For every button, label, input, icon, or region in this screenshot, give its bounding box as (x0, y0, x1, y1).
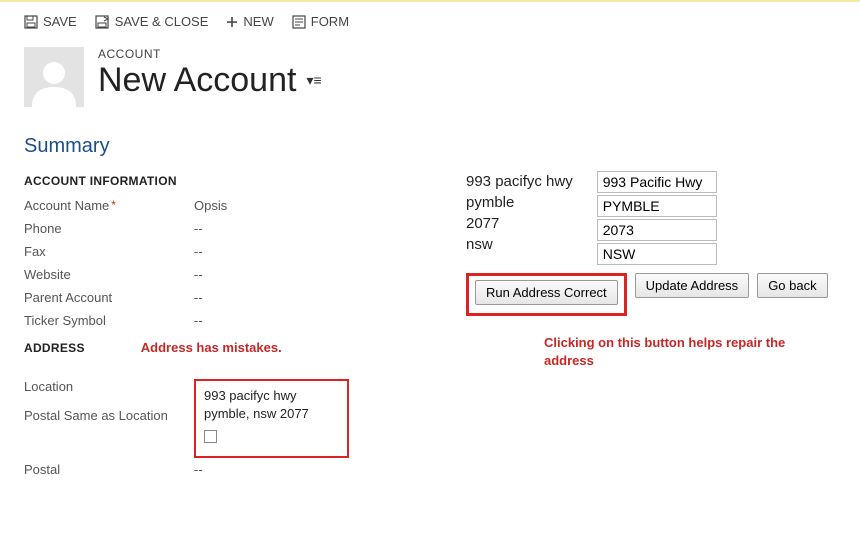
corrected-address-inputs (597, 171, 717, 265)
location-value-box[interactable]: 993 pacifyc hwy pymble, nsw 2077 (194, 379, 349, 458)
summary-heading: Summary (24, 135, 436, 158)
form-label: FORM (311, 14, 349, 29)
parent-account-value[interactable]: -- (194, 290, 203, 305)
save-button[interactable]: SAVE (24, 14, 77, 29)
website-row: Website -- (24, 267, 436, 282)
account-name-label: Account Name (24, 198, 194, 213)
plus-icon (226, 16, 238, 28)
website-value[interactable]: -- (194, 267, 203, 282)
go-back-button[interactable]: Go back (757, 273, 827, 298)
run-address-correct-button[interactable]: Run Address Correct (475, 280, 618, 305)
avatar (24, 47, 84, 107)
fax-value[interactable]: -- (194, 244, 203, 259)
postal-value[interactable]: -- (194, 462, 203, 477)
street-input[interactable] (597, 171, 717, 193)
save-close-label: SAVE & CLOSE (115, 14, 209, 29)
save-close-button[interactable]: SAVE & CLOSE (95, 14, 209, 29)
city-input[interactable] (597, 195, 717, 217)
postal-label: Postal (24, 462, 194, 477)
location-line1: 993 pacifyc hwy (204, 387, 339, 405)
account-info-heading: ACCOUNT INFORMATION (24, 174, 436, 188)
ticker-value[interactable]: -- (194, 313, 203, 328)
orig-state: nsw (466, 234, 573, 255)
account-name-value[interactable]: Opsis (194, 198, 227, 213)
record-menu-icon[interactable]: ▾≡ (306, 72, 321, 89)
address-mistake-annotation: Address has mistakes. (141, 340, 282, 355)
record-header: ACCOUNT New Account ▾≡ (0, 41, 860, 117)
new-label: NEW (243, 14, 273, 29)
page-title: New Account (98, 61, 296, 100)
account-name-row: Account Name Opsis (24, 198, 436, 213)
original-address: 993 pacifyc hwy pymble 2077 nsw (466, 171, 573, 255)
postcode-input[interactable] (597, 219, 717, 241)
entity-label: ACCOUNT (98, 47, 322, 61)
address-heading: ADDRESS (24, 341, 85, 355)
parent-account-row: Parent Account -- (24, 290, 436, 305)
phone-label: Phone (24, 221, 194, 236)
phone-row: Phone -- (24, 221, 436, 236)
save-label: SAVE (43, 14, 77, 29)
run-button-highlight: Run Address Correct (466, 273, 627, 316)
orig-city: pymble (466, 192, 573, 213)
save-icon (24, 15, 38, 29)
state-input[interactable] (597, 243, 717, 265)
orig-postcode: 2077 (466, 213, 573, 234)
phone-value[interactable]: -- (194, 221, 203, 236)
new-button[interactable]: NEW (226, 14, 273, 29)
fax-row: Fax -- (24, 244, 436, 259)
location-line2: pymble, nsw 2077 (204, 405, 339, 423)
orig-street: 993 pacifyc hwy (466, 171, 573, 192)
form-button[interactable]: FORM (292, 14, 349, 29)
ticker-row: Ticker Symbol -- (24, 313, 436, 328)
update-address-button[interactable]: Update Address (635, 273, 750, 298)
postal-same-label: Postal Same as Location (24, 408, 194, 423)
save-close-icon (95, 15, 110, 29)
run-button-annotation: Clicking on this button helps repair the… (544, 334, 836, 370)
website-label: Website (24, 267, 194, 282)
form-icon (292, 15, 306, 29)
fax-label: Fax (24, 244, 194, 259)
ticker-label: Ticker Symbol (24, 313, 194, 328)
location-label: Location (24, 379, 194, 394)
parent-account-label: Parent Account (24, 290, 194, 305)
postal-same-checkbox[interactable] (204, 430, 217, 443)
toolbar: SAVE SAVE & CLOSE NEW FORM (0, 2, 860, 41)
